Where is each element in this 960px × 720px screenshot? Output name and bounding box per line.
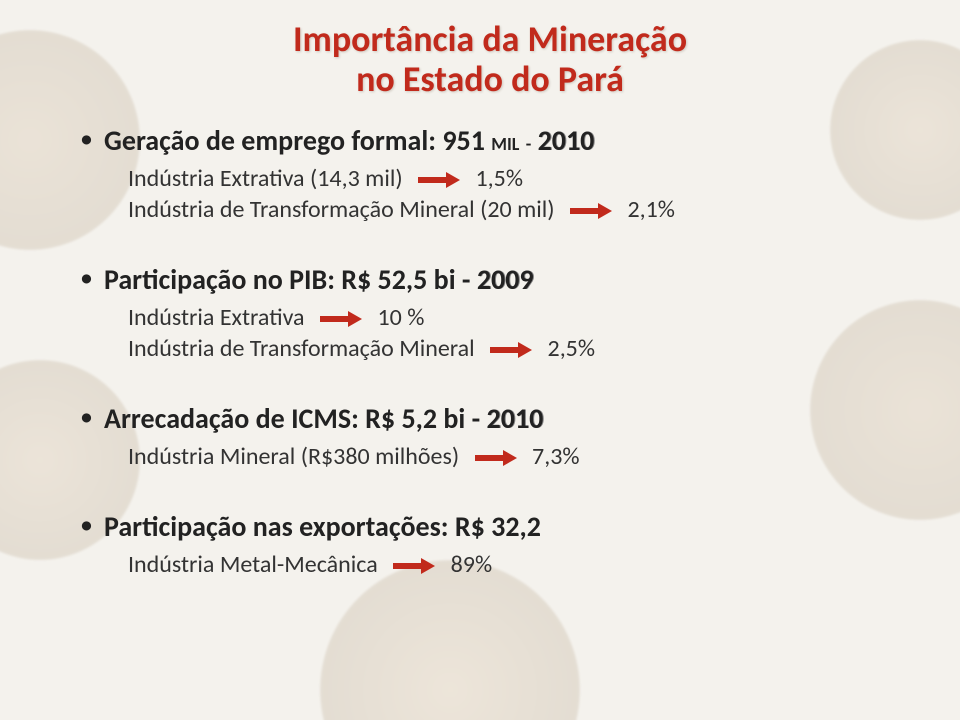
- heading-prefix: Arrecadação de ICMS:: [104, 401, 359, 436]
- section-heading: Participação no PIB: R$ 52,5 bi - 2009: [104, 262, 900, 297]
- bullet-list: Geração de emprego formal: 951 MIL - 201…: [80, 123, 900, 579]
- sub-value: 7,3%: [532, 442, 579, 471]
- sub-label: Indústria de Transformação Mineral: [128, 334, 475, 363]
- heading-value: R$ 32,2: [455, 509, 541, 544]
- section-heading: Geração de emprego formal: 951 MIL - 201…: [104, 123, 900, 158]
- heading-year: 2010: [538, 123, 595, 158]
- sub-value: 89%: [451, 550, 492, 579]
- heading-prefix: Participação nas exportações:: [104, 509, 449, 544]
- sub-label: Indústria Metal-Mecânica: [128, 550, 378, 579]
- heading-prefix: Participação no PIB:: [104, 262, 335, 297]
- sub-value: 2,5%: [548, 334, 595, 363]
- sub-value: 10 %: [377, 303, 424, 332]
- sub-value: 1,5%: [476, 164, 523, 193]
- section-heading: Participação nas exportações: R$ 32,2: [104, 509, 900, 544]
- sub-label: Indústria Mineral (R$380 milhões): [128, 442, 459, 471]
- section-pib: Participação no PIB: R$ 52,5 bi - 2009 I…: [80, 262, 900, 363]
- sub-value: 2,1%: [627, 195, 674, 224]
- sub-label: Indústria Extrativa (14,3 mil): [128, 164, 403, 193]
- sub-line: Indústria Extrativa 10 %: [128, 303, 900, 332]
- heading-value: 951: [442, 123, 485, 158]
- section-icms: Arrecadação de ICMS: R$ 5,2 bi - 2010 In…: [80, 401, 900, 471]
- section-export: Participação nas exportações: R$ 32,2 In…: [80, 509, 900, 579]
- heading-unit: MIL: [491, 133, 519, 155]
- arrow-icon: [570, 203, 612, 219]
- sub-line: Indústria Mineral (R$380 milhões) 7,3%: [128, 442, 900, 471]
- arrow-icon: [418, 172, 460, 188]
- title-line1: Importância da Mineração: [293, 17, 687, 61]
- arrow-icon: [393, 558, 435, 574]
- arrow-icon: [320, 311, 362, 327]
- sub-line: Indústria Metal-Mecânica 89%: [128, 550, 900, 579]
- title-line2: no Estado do Pará: [356, 57, 624, 101]
- heading-value: R$ 52,5 bi -: [341, 262, 470, 297]
- sub-label: Indústria Extrativa: [128, 303, 305, 332]
- heading-prefix: Geração de emprego formal:: [104, 123, 436, 158]
- section-heading: Arrecadação de ICMS: R$ 5,2 bi - 2010: [104, 401, 900, 436]
- heading-sep: -: [526, 133, 532, 155]
- slide-title: Importância da Mineração no Estado do Pa…: [80, 20, 900, 99]
- sub-line: Indústria de Transformação Mineral (20 m…: [128, 195, 900, 224]
- sub-line: Indústria de Transformação Mineral 2,5%: [128, 334, 900, 363]
- sub-label: Indústria de Transformação Mineral (20 m…: [128, 195, 555, 224]
- heading-year: 2009: [477, 262, 534, 297]
- section-emprego: Geração de emprego formal: 951 MIL - 201…: [80, 123, 900, 224]
- arrow-icon: [490, 342, 532, 358]
- heading-value: R$ 5,2 bi -: [365, 401, 480, 436]
- sub-line: Indústria Extrativa (14,3 mil) 1,5%: [128, 164, 900, 193]
- heading-year: 2010: [487, 401, 544, 436]
- arrow-icon: [475, 450, 517, 466]
